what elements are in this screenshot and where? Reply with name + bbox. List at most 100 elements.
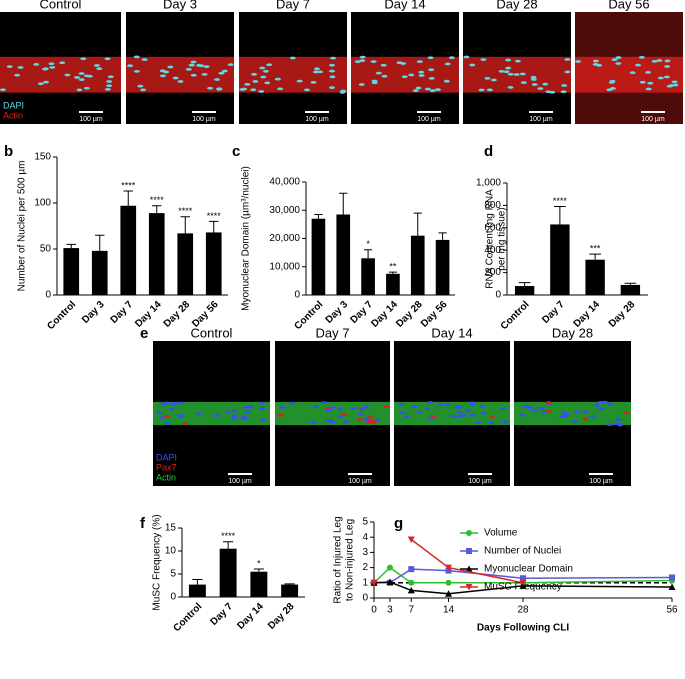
y-tick-label: 40,000 [269, 177, 300, 188]
nucleus [64, 73, 71, 77]
nucleus [468, 401, 475, 405]
point [668, 583, 676, 591]
legend-label: Number of Nuclei [484, 546, 561, 557]
point [520, 575, 526, 582]
point [445, 590, 452, 597]
y-axis-label: Myonuclear Domain (µm³/nuclei) [241, 166, 252, 311]
nucleus [381, 74, 388, 78]
nucleus [531, 408, 538, 412]
nucleus [560, 411, 567, 415]
nucleus [434, 88, 441, 92]
legend-label: Myonuclear Domain [484, 564, 573, 575]
nucleus [427, 401, 434, 404]
nucleus [530, 78, 537, 81]
bar [188, 584, 206, 597]
significance: * [257, 558, 261, 568]
nucleus [398, 402, 405, 406]
series-line [373, 581, 673, 595]
nucleus [664, 59, 671, 63]
scale-bar-label: 100 µm [529, 116, 553, 123]
panel-letter: b [4, 143, 13, 160]
image-label: Day 7 [276, 0, 310, 11]
nucleus [399, 411, 406, 415]
tissue [394, 401, 510, 426]
nucleus [428, 76, 435, 80]
bar [281, 584, 299, 597]
y-tick-label: 200 [484, 267, 501, 278]
nucleus [456, 405, 463, 409]
image-label: Day 28 [496, 0, 537, 11]
y-tick-label: 20,000 [269, 233, 300, 244]
nucleus [218, 71, 225, 75]
nucleus [480, 58, 487, 61]
nucleus [158, 416, 165, 420]
nucleus [617, 423, 624, 427]
nucleus [488, 415, 495, 419]
nucleus [488, 421, 495, 425]
nucleus [404, 415, 411, 419]
error-bar [518, 282, 531, 287]
nucleus [172, 402, 179, 405]
nucleus [17, 66, 24, 69]
significance: * [366, 239, 370, 249]
nucleus [647, 81, 654, 85]
error-bar [589, 253, 601, 260]
nucleus [321, 401, 328, 405]
nucleus [241, 87, 248, 91]
nucleus [325, 409, 332, 413]
nucleus [375, 71, 382, 75]
nucleus [560, 90, 567, 94]
y-tick-label: 0 [170, 592, 176, 603]
nucleus [549, 90, 556, 94]
image-label: Day 7 [316, 325, 350, 340]
x-tick-label: 14 [443, 605, 455, 616]
nucleus [582, 417, 589, 421]
nucleus [520, 81, 527, 85]
y-tick-label: 1 [362, 577, 368, 588]
nucleus [615, 56, 622, 59]
y-tick-label: 50 [40, 244, 52, 255]
nucleus [575, 60, 582, 63]
nucleus [514, 59, 521, 63]
nucleus [86, 74, 93, 78]
point [407, 586, 415, 594]
panel-letter: d [484, 143, 493, 160]
nucleus [561, 84, 568, 87]
nucleus [651, 59, 658, 63]
nucleus [14, 73, 21, 77]
point [519, 579, 527, 587]
y-tick-label: 800 [484, 200, 501, 211]
nucleus [444, 402, 451, 406]
significance: **** [150, 195, 165, 205]
bar [219, 548, 237, 597]
stain-legend: Actin [3, 110, 23, 120]
nucleus [498, 69, 505, 73]
nucleus [635, 63, 642, 67]
nucleus [505, 66, 512, 70]
image-label: Control [40, 0, 82, 11]
nucleus [140, 88, 147, 92]
nucleus [513, 73, 520, 76]
error-bar [192, 579, 203, 585]
nucleus [443, 79, 450, 83]
nucleus [469, 63, 476, 67]
nucleus [424, 407, 431, 411]
error-bar [123, 190, 133, 206]
nucleus [505, 58, 512, 62]
nucleus [490, 78, 497, 82]
nucleus [664, 65, 671, 68]
y-tick-label: 600 [484, 222, 501, 233]
y-tick-label: 100 [34, 198, 51, 209]
nucleus [478, 88, 485, 92]
nucleus [519, 413, 526, 417]
nucleus [401, 75, 408, 79]
legend-marker [465, 565, 473, 572]
tissue [239, 56, 347, 93]
nucleus [430, 415, 437, 419]
nucleus [615, 418, 622, 422]
nucleus [563, 413, 570, 417]
nucleus [531, 83, 538, 86]
y-tick-label: 0 [294, 290, 300, 301]
stain-legend: DAPI [3, 100, 24, 110]
legend-marker [465, 584, 473, 591]
